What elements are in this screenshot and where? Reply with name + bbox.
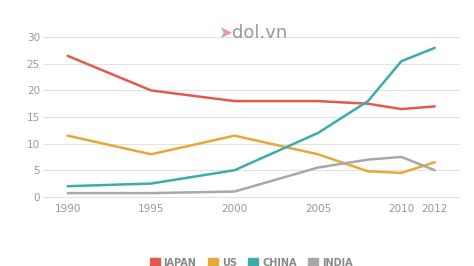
Text: ➤: ➤ [218,24,232,42]
Text: dol.vn: dol.vn [232,24,288,42]
Legend: JAPAN, US, CHINA, INDIA: JAPAN, US, CHINA, INDIA [146,254,356,266]
